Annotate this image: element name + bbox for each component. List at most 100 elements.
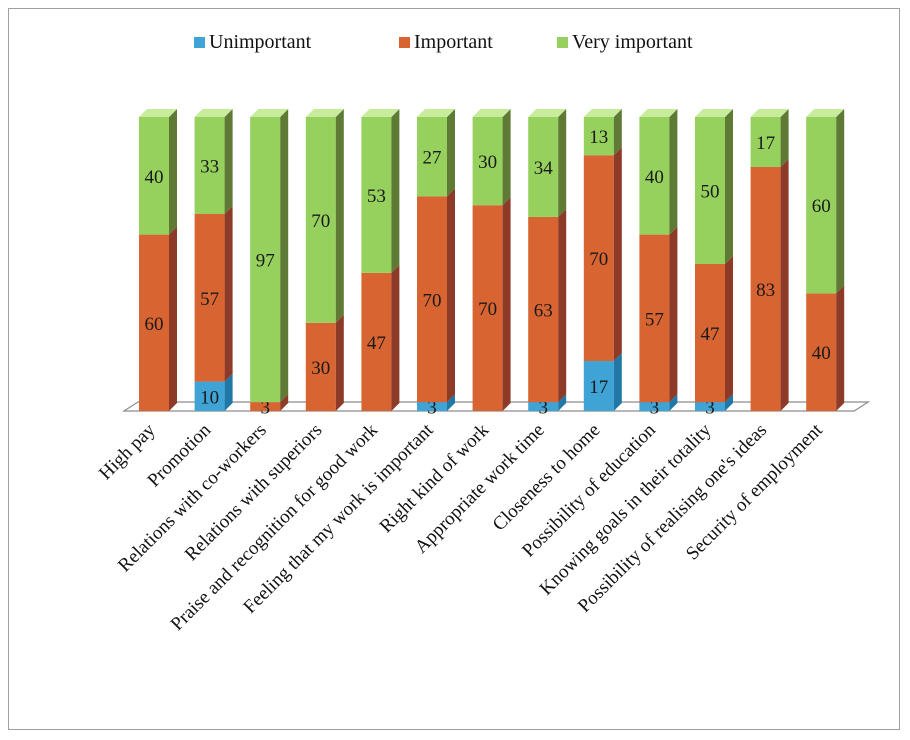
bar-knowing-goals-in-their-totality-important (695, 264, 725, 403)
bar-closeness-to-home-unimportant (583, 361, 614, 411)
bar-top-high-pay (139, 109, 177, 117)
bar-side-security-of-employment-very-important (836, 109, 845, 294)
bar-relations-with-co-workers-important (250, 402, 281, 411)
legend-label-unimportant: Unimportant (209, 31, 312, 53)
bar-possibility-of-realising-one-s-ideas-important (750, 166, 781, 411)
legend-swatch-unimportant (194, 37, 205, 48)
data-label-knowing-goals-in-their-totality-very-important: 50 (701, 182, 720, 203)
data-label-feeling-that-my-work-is-important-very-important: 27 (423, 148, 442, 169)
data-label-promotion-unimportant: 10 (200, 387, 219, 408)
bar-relations-with-superiors-important (305, 322, 336, 411)
bar-side-feeling-that-my-work-is-important-important (447, 188, 455, 403)
data-label-promotion-important: 57 (200, 289, 219, 310)
data-label-right-kind-of-work-important: 70 (478, 299, 497, 320)
bar-side-feeling-that-my-work-is-important-unimportant (447, 394, 455, 411)
bar-top-closeness-to-home (583, 109, 622, 117)
bar-side-possibility-of-education-unimportant (669, 394, 678, 411)
bar-possibility-of-education-important (639, 234, 670, 403)
data-label-appropriate-work-time-important: 63 (534, 301, 553, 322)
legend-swatch-important (399, 37, 410, 48)
legend-label-very-important: Very important (572, 31, 693, 53)
bar-knowing-goals-in-their-totality-unimportant (695, 402, 725, 411)
bar-side-promotion-very-important (224, 109, 233, 215)
bars: 6040105733397307047533702770303633417701… (139, 109, 845, 419)
bar-side-possibility-of-education-very-important (669, 109, 678, 235)
bar-knowing-goals-in-their-totality-very-important (695, 117, 725, 264)
legend-swatch-very-important (557, 37, 568, 48)
data-label-relations-with-co-workers-very-important: 97 (256, 251, 275, 272)
data-label-closeness-to-home-important: 70 (589, 249, 608, 270)
bar-feeling-that-my-work-is-important-very-important (417, 117, 447, 197)
data-label-possibility-of-education-very-important: 40 (645, 167, 664, 188)
bar-side-closeness-to-home-unimportant (613, 353, 622, 411)
bar-side-right-kind-of-work-very-important (502, 109, 511, 206)
data-label-possibility-of-realising-one-s-ideas-very-important: 17 (756, 133, 775, 154)
bar-side-closeness-to-home-important (613, 147, 622, 362)
data-label-praise-and-recognition-for-good-work-important: 47 (367, 333, 386, 354)
bar-praise-and-recognition-for-good-work-important (361, 272, 392, 411)
data-label-security-of-employment-important: 40 (812, 343, 831, 364)
data-label-possibility-of-education-unimportant: 3 (650, 398, 660, 419)
bar-possibility-of-realising-one-s-ideas-very-important (750, 117, 781, 167)
bar-promotion-unimportant (194, 381, 225, 411)
bar-top-possibility-of-education (639, 109, 678, 117)
data-label-security-of-employment-very-important: 60 (812, 196, 831, 217)
data-label-relations-with-co-workers-important: 3 (260, 398, 270, 419)
bar-top-knowing-goals-in-their-totality (695, 109, 733, 117)
data-label-praise-and-recognition-for-good-work-very-important: 53 (367, 186, 386, 207)
data-label-promotion-very-important: 33 (200, 157, 219, 178)
bar-side-promotion-important (224, 206, 233, 382)
bar-side-knowing-goals-in-their-totality-very-important (725, 109, 733, 264)
data-label-possibility-of-education-important: 57 (645, 309, 664, 330)
bar-side-appropriate-work-time-unimportant (558, 394, 567, 411)
bar-top-relations-with-co-workers (250, 109, 289, 117)
bar-side-promotion-unimportant (224, 373, 233, 411)
bar-side-relations-with-co-workers-important (280, 394, 289, 411)
bar-side-praise-and-recognition-for-good-work-very-important (391, 109, 400, 273)
bar-side-relations-with-co-workers-very-important (280, 109, 289, 403)
bar-high-pay-important (139, 234, 169, 411)
legend: Unimportant Important Very important (194, 31, 693, 53)
category-label-praise-and-recognition-for-good-work: Praise and recognition for good work (167, 419, 383, 635)
data-label-relations-with-superiors-important: 30 (311, 358, 330, 379)
bar-praise-and-recognition-for-good-work-very-important (361, 117, 392, 273)
bar-side-relations-with-superiors-very-important (335, 109, 344, 323)
bar-top-relations-with-superiors (305, 109, 344, 117)
data-label-relations-with-superiors-very-important: 70 (311, 211, 330, 232)
bar-side-praise-and-recognition-for-good-work-important (391, 264, 400, 411)
data-label-appropriate-work-time-very-important: 34 (534, 158, 554, 179)
stacked-bar-chart: Unimportant Important Very important 60 40 1… (95, 31, 871, 635)
bar-appropriate-work-time-unimportant (528, 402, 559, 411)
bar-top-right-kind-of-work (472, 109, 511, 117)
bar-closeness-to-home-very-important (583, 117, 614, 156)
bar-security-of-employment-very-important (806, 117, 837, 294)
bar-appropriate-work-time-important (528, 216, 559, 403)
bar-side-high-pay-important (169, 226, 177, 411)
bar-closeness-to-home-important (583, 155, 614, 362)
data-label-closeness-to-home-very-important: 13 (589, 127, 608, 148)
bar-appropriate-work-time-very-important (528, 117, 559, 217)
legend-label-important: Important (414, 31, 493, 53)
data-label-right-kind-of-work-very-important: 30 (478, 152, 497, 173)
bar-side-appropriate-work-time-important (558, 208, 567, 403)
bar-security-of-employment-important (806, 293, 837, 411)
data-label-knowing-goals-in-their-totality-important: 47 (701, 324, 720, 345)
bar-promotion-very-important (194, 117, 225, 215)
bar-side-relations-with-superiors-important (335, 314, 344, 411)
bar-top-praise-and-recognition-for-good-work (361, 109, 400, 117)
bar-promotion-important (194, 214, 225, 382)
bar-side-high-pay-very-important (169, 109, 177, 235)
bar-feeling-that-my-work-is-important-unimportant (417, 402, 447, 411)
bar-top-feeling-that-my-work-is-important (417, 109, 455, 117)
bar-side-possibility-of-education-important (669, 226, 678, 403)
bar-side-closeness-to-home-very-important (613, 109, 622, 156)
bar-side-right-kind-of-work-important (502, 197, 511, 411)
data-label-feeling-that-my-work-is-important-important: 70 (423, 290, 442, 311)
bar-top-appropriate-work-time (528, 109, 567, 117)
bar-side-appropriate-work-time-very-important (558, 109, 567, 217)
chart-frame: Unimportant Important Very important 60 40 1… (8, 8, 900, 730)
data-label-knowing-goals-in-their-totality-unimportant: 3 (705, 398, 715, 419)
data-label-closeness-to-home-unimportant: 17 (589, 377, 608, 398)
bar-possibility-of-education-very-important (639, 117, 670, 235)
